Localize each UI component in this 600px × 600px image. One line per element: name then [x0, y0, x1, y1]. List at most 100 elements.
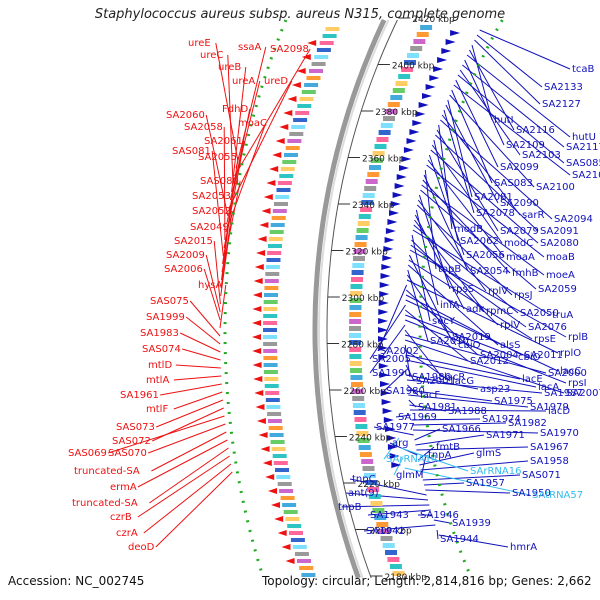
right-gene-connector — [367, 509, 431, 516]
feature-block — [376, 522, 389, 527]
feature-block — [263, 370, 278, 374]
feature-block — [264, 279, 279, 283]
feature-block — [270, 223, 285, 227]
gene-arrow-forward — [378, 318, 389, 324]
right-gene-label: SA1958 — [530, 456, 569, 467]
left-gene-connector — [205, 254, 221, 313]
feature-block — [306, 76, 321, 80]
gene-arrow-forward — [399, 165, 409, 171]
gene-arrow-reverse — [269, 166, 279, 172]
right-gene-connector — [438, 534, 509, 548]
feature-block — [265, 265, 280, 269]
feature-block — [277, 482, 292, 486]
left-gene-label: SAS075 — [150, 296, 189, 307]
gene-arrow-forward — [418, 102, 429, 108]
feature-block — [319, 41, 334, 45]
feature-block — [325, 27, 340, 31]
feature-block — [276, 188, 291, 192]
left-gene-label: SA1999 — [146, 312, 185, 323]
feature-block — [368, 494, 381, 499]
gene-arrow-reverse — [261, 208, 271, 214]
right-gene-label: SA2091 — [540, 226, 579, 237]
right-gene-connector — [479, 29, 571, 70]
gene-arrow-forward — [437, 57, 448, 63]
feature-block — [378, 529, 391, 534]
right-gene-connector — [440, 119, 553, 220]
rna-gene-label: SArRNA16 — [470, 466, 521, 477]
left-gene-label: SAS070 — [108, 448, 147, 459]
feature-block — [287, 139, 302, 143]
right-gene-connector — [411, 418, 481, 421]
left-gene-label: mtlA — [146, 375, 169, 386]
feature-block — [395, 81, 408, 86]
left-gene-connector — [228, 80, 293, 209]
feature-block — [285, 146, 300, 150]
right-gene-connector — [414, 428, 441, 441]
right-gene-connector — [424, 169, 437, 270]
gene-arrow-forward — [382, 255, 393, 261]
left-gene-label: ureC — [200, 50, 223, 61]
left-gene-label: SA2055 — [198, 152, 237, 163]
left-gene-connector — [220, 226, 231, 297]
right-gene-label: SA1980 — [386, 386, 425, 397]
feature-block — [264, 293, 278, 297]
feature-block — [365, 480, 378, 485]
feature-block — [410, 46, 423, 51]
left-gene-connector — [108, 415, 225, 454]
right-gene-connector — [416, 446, 529, 451]
gene-arrow-forward — [378, 300, 389, 306]
feature-block — [301, 90, 316, 94]
left-gene-label: czrB — [110, 512, 132, 523]
feature-block — [322, 34, 337, 38]
gene-arrow-forward — [378, 336, 388, 342]
feature-block — [314, 55, 329, 59]
feature-block — [349, 305, 362, 310]
feature-block — [355, 424, 368, 429]
right-gene-label: SA2076 — [528, 322, 567, 333]
left-gene-connector — [231, 66, 247, 193]
right-gene-label: adk — [466, 304, 484, 315]
right-gene-label: lacE — [522, 374, 543, 385]
gene-arrow-forward — [415, 111, 426, 117]
feature-block — [265, 272, 280, 276]
gene-arrow-reverse — [252, 334, 261, 340]
gene-arrow-forward — [380, 390, 391, 396]
right-gene-connector — [407, 264, 499, 346]
feature-block — [284, 153, 298, 157]
right-gene-label: SA2002 — [380, 346, 419, 357]
right-gene-label: rpsS — [452, 284, 474, 295]
right-gene-connector — [404, 329, 443, 378]
tick-label: 2260 kbp — [344, 387, 387, 397]
gene-arrow-forward — [401, 156, 412, 162]
feature-block — [387, 102, 400, 107]
right-gene-connector — [335, 504, 430, 508]
gene-arrow-forward — [384, 237, 395, 243]
right-gene-label: rplB — [568, 332, 588, 343]
right-gene-connector — [451, 89, 493, 184]
feature-block — [353, 249, 366, 254]
feature-block — [277, 181, 292, 185]
feature-block — [413, 39, 426, 44]
right-gene-label: modC — [504, 238, 533, 249]
right-gene-connector — [466, 54, 571, 138]
backbone-inner-ring — [318, 19, 390, 579]
feature-block — [352, 263, 365, 268]
feature-block — [356, 228, 369, 233]
feature-block — [289, 132, 304, 136]
gene-arrow-reverse — [258, 432, 268, 438]
right-gene-label: SA1974 — [482, 414, 521, 425]
right-gene-label: ant(9) — [348, 488, 379, 499]
gene-arrow-forward — [385, 426, 395, 432]
feature-block — [365, 179, 378, 184]
right-gene-connector — [405, 364, 415, 382]
right-gene-connector — [412, 429, 539, 434]
feature-block — [385, 109, 398, 114]
right-gene-label: tnpC — [352, 474, 376, 485]
gene-arrow-forward — [378, 309, 389, 315]
feature-block — [353, 410, 366, 415]
gene-arrow-reverse — [257, 236, 267, 242]
gene-arrow-forward — [378, 354, 389, 360]
tick-label: 2300 kbp — [342, 294, 385, 304]
right-gene-connector — [404, 339, 565, 394]
left-gene-label: SAS073 — [116, 422, 155, 433]
